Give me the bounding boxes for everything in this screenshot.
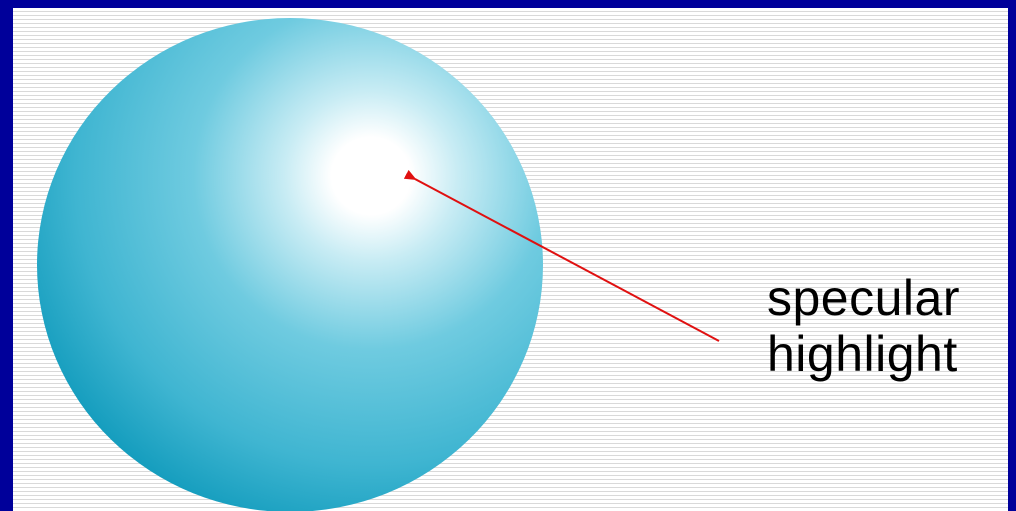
annotation-arrow xyxy=(403,169,720,342)
sphere-diagram xyxy=(37,18,720,511)
specular-highlight-label: specular highlight xyxy=(767,270,960,382)
slide-panel: specular highlight xyxy=(13,8,1008,511)
label-line-2: highlight xyxy=(767,326,958,382)
label-line-1: specular xyxy=(767,270,960,326)
sphere xyxy=(37,18,543,511)
specular-highlight-spot xyxy=(333,138,417,214)
